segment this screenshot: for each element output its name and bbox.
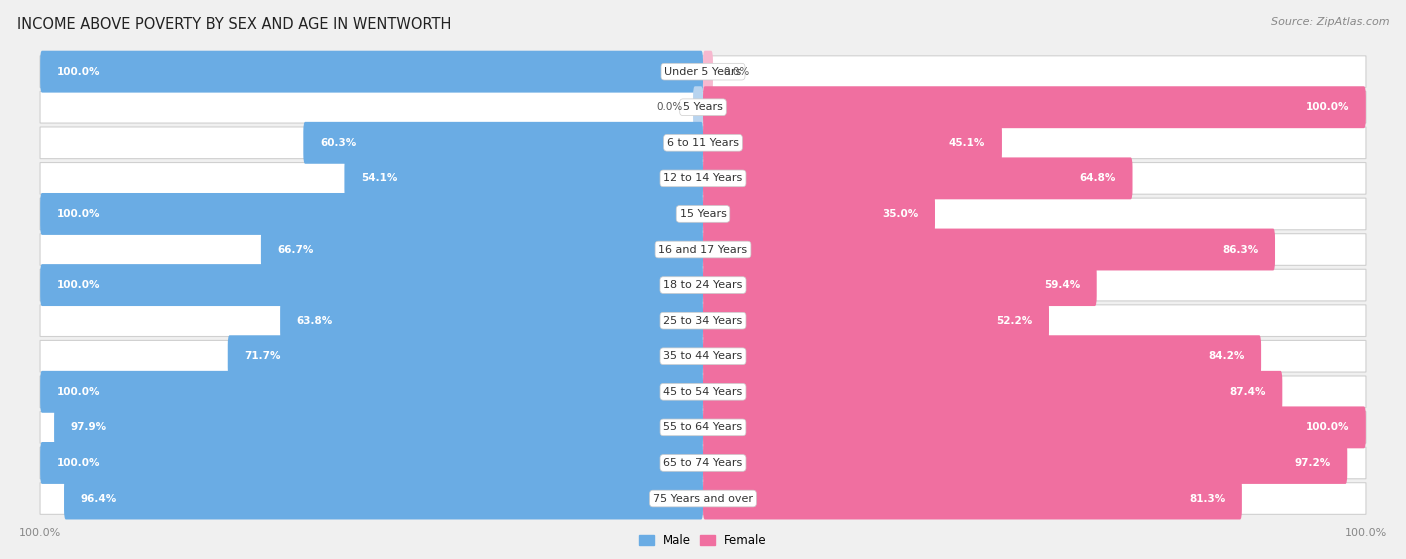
FancyBboxPatch shape [703, 158, 1132, 200]
FancyBboxPatch shape [262, 229, 703, 271]
FancyBboxPatch shape [41, 442, 703, 484]
Text: 35.0%: 35.0% [882, 209, 918, 219]
Text: 25 to 34 Years: 25 to 34 Years [664, 316, 742, 326]
FancyBboxPatch shape [703, 264, 1097, 306]
Text: 60.3%: 60.3% [321, 138, 356, 148]
FancyBboxPatch shape [39, 483, 1367, 514]
Text: Under 5 Years: Under 5 Years [665, 67, 741, 77]
Text: 15 Years: 15 Years [679, 209, 727, 219]
Text: 5 Years: 5 Years [683, 102, 723, 112]
FancyBboxPatch shape [39, 127, 1367, 159]
Text: 71.7%: 71.7% [245, 351, 281, 361]
Text: 59.4%: 59.4% [1043, 280, 1080, 290]
Text: 97.9%: 97.9% [70, 423, 107, 432]
FancyBboxPatch shape [39, 163, 1367, 194]
FancyBboxPatch shape [39, 269, 1367, 301]
FancyBboxPatch shape [703, 335, 1261, 377]
FancyBboxPatch shape [39, 198, 1367, 230]
Text: 100.0%: 100.0% [1306, 423, 1350, 432]
FancyBboxPatch shape [39, 376, 1367, 408]
Text: 100.0%: 100.0% [56, 67, 100, 77]
Text: 86.3%: 86.3% [1222, 244, 1258, 254]
Text: 100.0%: 100.0% [56, 387, 100, 397]
Text: 45.1%: 45.1% [949, 138, 986, 148]
FancyBboxPatch shape [703, 371, 1282, 413]
Text: 100.0%: 100.0% [56, 280, 100, 290]
FancyBboxPatch shape [228, 335, 703, 377]
Text: 81.3%: 81.3% [1189, 494, 1225, 504]
Text: 97.2%: 97.2% [1295, 458, 1330, 468]
Text: 96.4%: 96.4% [80, 494, 117, 504]
FancyBboxPatch shape [344, 158, 703, 200]
FancyBboxPatch shape [39, 92, 1367, 123]
Text: 0.0%: 0.0% [723, 67, 749, 77]
FancyBboxPatch shape [65, 477, 703, 519]
Text: 100.0%: 100.0% [1306, 102, 1350, 112]
Text: 75 Years and over: 75 Years and over [652, 494, 754, 504]
FancyBboxPatch shape [41, 371, 703, 413]
Text: 66.7%: 66.7% [277, 244, 314, 254]
Text: 16 and 17 Years: 16 and 17 Years [658, 244, 748, 254]
FancyBboxPatch shape [703, 193, 935, 235]
FancyBboxPatch shape [693, 86, 703, 128]
Text: 6 to 11 Years: 6 to 11 Years [666, 138, 740, 148]
FancyBboxPatch shape [41, 193, 703, 235]
FancyBboxPatch shape [53, 406, 703, 448]
FancyBboxPatch shape [703, 300, 1049, 342]
FancyBboxPatch shape [39, 234, 1367, 266]
FancyBboxPatch shape [41, 264, 703, 306]
Text: 63.8%: 63.8% [297, 316, 333, 326]
Text: INCOME ABOVE POVERTY BY SEX AND AGE IN WENTWORTH: INCOME ABOVE POVERTY BY SEX AND AGE IN W… [17, 17, 451, 32]
Text: 0.0%: 0.0% [657, 102, 683, 112]
FancyBboxPatch shape [39, 411, 1367, 443]
Text: 54.1%: 54.1% [361, 173, 398, 183]
FancyBboxPatch shape [280, 300, 703, 342]
Text: 87.4%: 87.4% [1229, 387, 1265, 397]
Text: 18 to 24 Years: 18 to 24 Years [664, 280, 742, 290]
Text: Source: ZipAtlas.com: Source: ZipAtlas.com [1271, 17, 1389, 27]
Text: 65 to 74 Years: 65 to 74 Years [664, 458, 742, 468]
FancyBboxPatch shape [39, 447, 1367, 479]
Text: 84.2%: 84.2% [1208, 351, 1244, 361]
FancyBboxPatch shape [703, 122, 1002, 164]
FancyBboxPatch shape [39, 56, 1367, 88]
FancyBboxPatch shape [304, 122, 703, 164]
FancyBboxPatch shape [703, 51, 713, 93]
FancyBboxPatch shape [703, 229, 1275, 271]
Text: 64.8%: 64.8% [1080, 173, 1116, 183]
FancyBboxPatch shape [41, 51, 703, 93]
Text: 55 to 64 Years: 55 to 64 Years [664, 423, 742, 432]
FancyBboxPatch shape [703, 477, 1241, 519]
Text: 52.2%: 52.2% [997, 316, 1032, 326]
FancyBboxPatch shape [703, 86, 1365, 128]
Text: 12 to 14 Years: 12 to 14 Years [664, 173, 742, 183]
FancyBboxPatch shape [703, 406, 1365, 448]
FancyBboxPatch shape [39, 305, 1367, 337]
FancyBboxPatch shape [703, 442, 1347, 484]
Text: 100.0%: 100.0% [56, 458, 100, 468]
Legend: Male, Female: Male, Female [634, 529, 772, 552]
Text: 35 to 44 Years: 35 to 44 Years [664, 351, 742, 361]
Text: 100.0%: 100.0% [56, 209, 100, 219]
FancyBboxPatch shape [39, 340, 1367, 372]
Text: 45 to 54 Years: 45 to 54 Years [664, 387, 742, 397]
